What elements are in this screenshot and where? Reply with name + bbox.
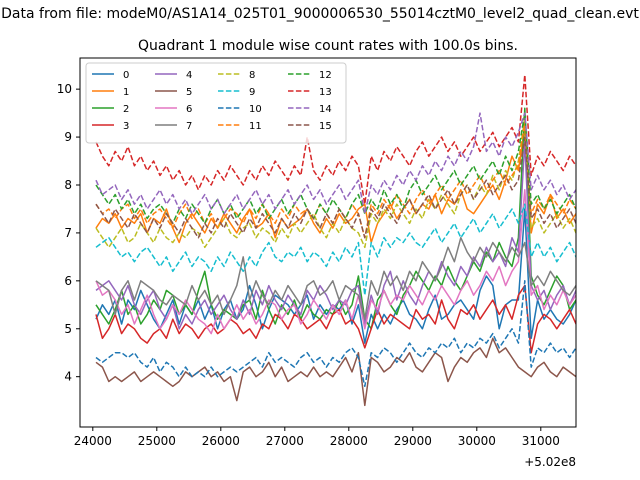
y-tick-label: 8 <box>64 178 72 192</box>
x-tick-label: 31000 <box>522 434 560 448</box>
legend-label-7: 7 <box>186 121 192 132</box>
series-line-7 <box>95 236 576 320</box>
legend-label-4: 4 <box>186 70 192 81</box>
chart-suptitle: Data from file: modeM0/AS1A14_025T01_900… <box>1 6 639 22</box>
series-line-8 <box>95 117 576 249</box>
legend-label-6: 6 <box>186 104 192 115</box>
series-line-1 <box>95 126 576 244</box>
legend-box <box>85 62 347 144</box>
legend-label-0: 0 <box>123 70 129 81</box>
x-tick-label: 27000 <box>266 434 304 448</box>
y-tick-label: 9 <box>64 130 72 144</box>
series-line-5 <box>95 337 576 407</box>
axis-ticks: 24000 25000 26000 27000 28000 29000 30000 31000… <box>57 82 560 448</box>
legend-label-11: 11 <box>249 121 262 132</box>
series-line-4 <box>95 141 576 330</box>
y-tick-label: 4 <box>64 370 72 384</box>
legend-label-3: 3 <box>123 121 129 132</box>
x-tick-label: 28000 <box>330 434 368 448</box>
y-tick-label: 5 <box>64 322 72 336</box>
legend-label-8: 8 <box>249 70 255 81</box>
series-line-3 <box>95 284 576 354</box>
legend-label-13: 13 <box>319 87 332 98</box>
series-line-14 <box>95 112 576 215</box>
x-offset-label: +5.02e8 <box>524 455 576 469</box>
legend-label-1: 1 <box>123 87 129 98</box>
series-line-0 <box>95 208 576 344</box>
y-tick-label: 6 <box>64 274 72 288</box>
x-tick-label: 29000 <box>394 434 432 448</box>
x-tick-label: 25000 <box>138 434 176 448</box>
series-line-12 <box>95 112 576 225</box>
series-line-11 <box>95 121 576 239</box>
legend-label-12: 12 <box>319 70 332 81</box>
legend-label-5: 5 <box>186 87 192 98</box>
series-line-9 <box>95 203 576 296</box>
y-tick-label: 10 <box>57 82 72 96</box>
plot-frame <box>79 57 577 428</box>
legend-label-15: 15 <box>319 121 332 132</box>
legend-label-9: 9 <box>249 87 255 98</box>
series-line-6 <box>95 189 576 335</box>
legend-label-10: 10 <box>249 104 262 115</box>
series-lines <box>95 74 576 407</box>
series-line-13 <box>95 74 576 205</box>
x-tick-label: 30000 <box>458 434 496 448</box>
chart-title: Quadrant 1 module wise count rates with … <box>138 38 518 54</box>
x-tick-label: 24000 <box>74 434 112 448</box>
x-tick-label: 26000 <box>202 434 240 448</box>
series-line-15 <box>95 136 576 239</box>
legend-label-2: 2 <box>123 104 129 115</box>
legend-label-14: 14 <box>319 104 332 115</box>
y-tick-label: 7 <box>64 226 72 240</box>
